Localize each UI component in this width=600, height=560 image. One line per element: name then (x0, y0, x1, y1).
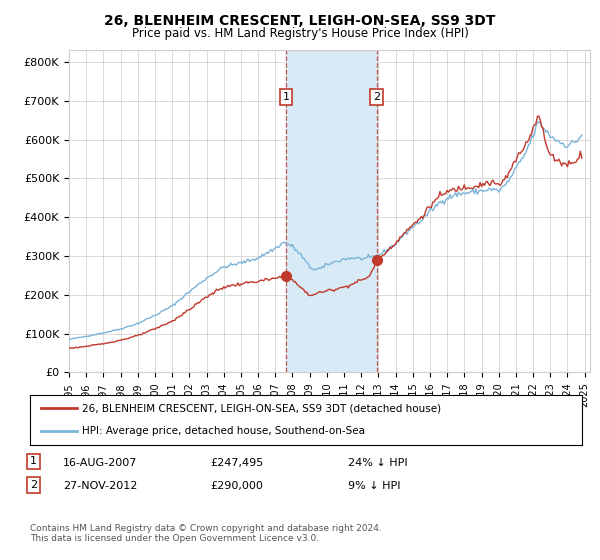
Text: 9% ↓ HPI: 9% ↓ HPI (348, 481, 401, 491)
Text: 16-AUG-2007: 16-AUG-2007 (63, 458, 137, 468)
Text: 26, BLENHEIM CRESCENT, LEIGH-ON-SEA, SS9 3DT (detached house): 26, BLENHEIM CRESCENT, LEIGH-ON-SEA, SS9… (82, 403, 442, 413)
Text: 2: 2 (30, 480, 37, 490)
Text: 2: 2 (373, 92, 380, 102)
Text: HPI: Average price, detached house, Southend-on-Sea: HPI: Average price, detached house, Sout… (82, 426, 365, 436)
Text: Contains HM Land Registry data © Crown copyright and database right 2024.
This d: Contains HM Land Registry data © Crown c… (30, 524, 382, 543)
Text: 1: 1 (283, 92, 289, 102)
Text: £290,000: £290,000 (210, 481, 263, 491)
Text: Price paid vs. HM Land Registry's House Price Index (HPI): Price paid vs. HM Land Registry's House … (131, 27, 469, 40)
Text: 1: 1 (30, 456, 37, 466)
Bar (286, 50, 377, 372)
Text: 24% ↓ HPI: 24% ↓ HPI (348, 458, 407, 468)
Text: 27-NOV-2012: 27-NOV-2012 (63, 481, 137, 491)
Text: £247,495: £247,495 (210, 458, 263, 468)
Text: 26, BLENHEIM CRESCENT, LEIGH-ON-SEA, SS9 3DT: 26, BLENHEIM CRESCENT, LEIGH-ON-SEA, SS9… (104, 14, 496, 28)
